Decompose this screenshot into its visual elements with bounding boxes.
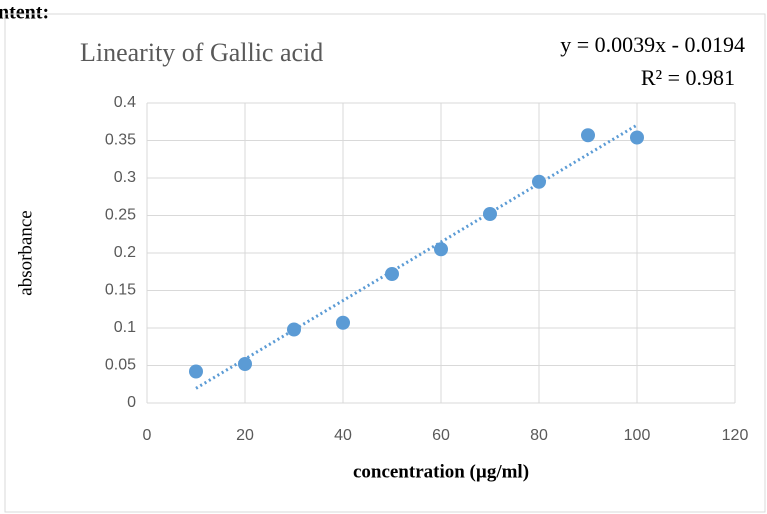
trend-r2: R² = 0.981 — [641, 65, 735, 90]
data-point — [483, 207, 497, 221]
x-tick-label: 100 — [624, 427, 651, 444]
data-point — [189, 364, 203, 379]
x-axis-label: concentration (µg/ml) — [353, 461, 529, 482]
x-tick-label: 40 — [334, 427, 352, 444]
y-tick-label: 0.2 — [114, 244, 136, 261]
trend-equation: y = 0.0039x - 0.0194 — [560, 32, 745, 57]
y-tick-label: 0.3 — [114, 169, 136, 186]
x-tick-label: 60 — [432, 427, 450, 444]
x-tick-label: 80 — [530, 427, 548, 444]
x-tick-label: 0 — [143, 427, 152, 444]
data-point — [287, 322, 301, 337]
x-tick-label: 120 — [722, 427, 749, 444]
y-tick-label: 0.4 — [114, 94, 136, 111]
page-text: ntent: — [0, 2, 49, 24]
y-tick-label: 0.05 — [105, 357, 136, 374]
x-tick-label: 20 — [236, 427, 254, 444]
y-tick-label: 0.15 — [105, 282, 136, 299]
chart-border — [4, 13, 766, 513]
data-point — [581, 128, 595, 143]
data-point — [336, 315, 350, 330]
data-point — [434, 242, 448, 257]
y-tick-label: 0.1 — [114, 319, 136, 336]
chart-title: Linearity of Gallic acid — [80, 38, 323, 67]
y-tick-label: 0 — [127, 394, 136, 411]
y-tick-label: 0.25 — [105, 207, 136, 224]
data-point — [385, 267, 399, 281]
data-point — [630, 130, 644, 145]
data-point — [532, 174, 546, 189]
data-point — [238, 357, 252, 371]
y-axis-label: absorbance — [15, 210, 36, 295]
trendline — [195, 123, 638, 390]
y-tick-label: 0.35 — [105, 132, 136, 149]
